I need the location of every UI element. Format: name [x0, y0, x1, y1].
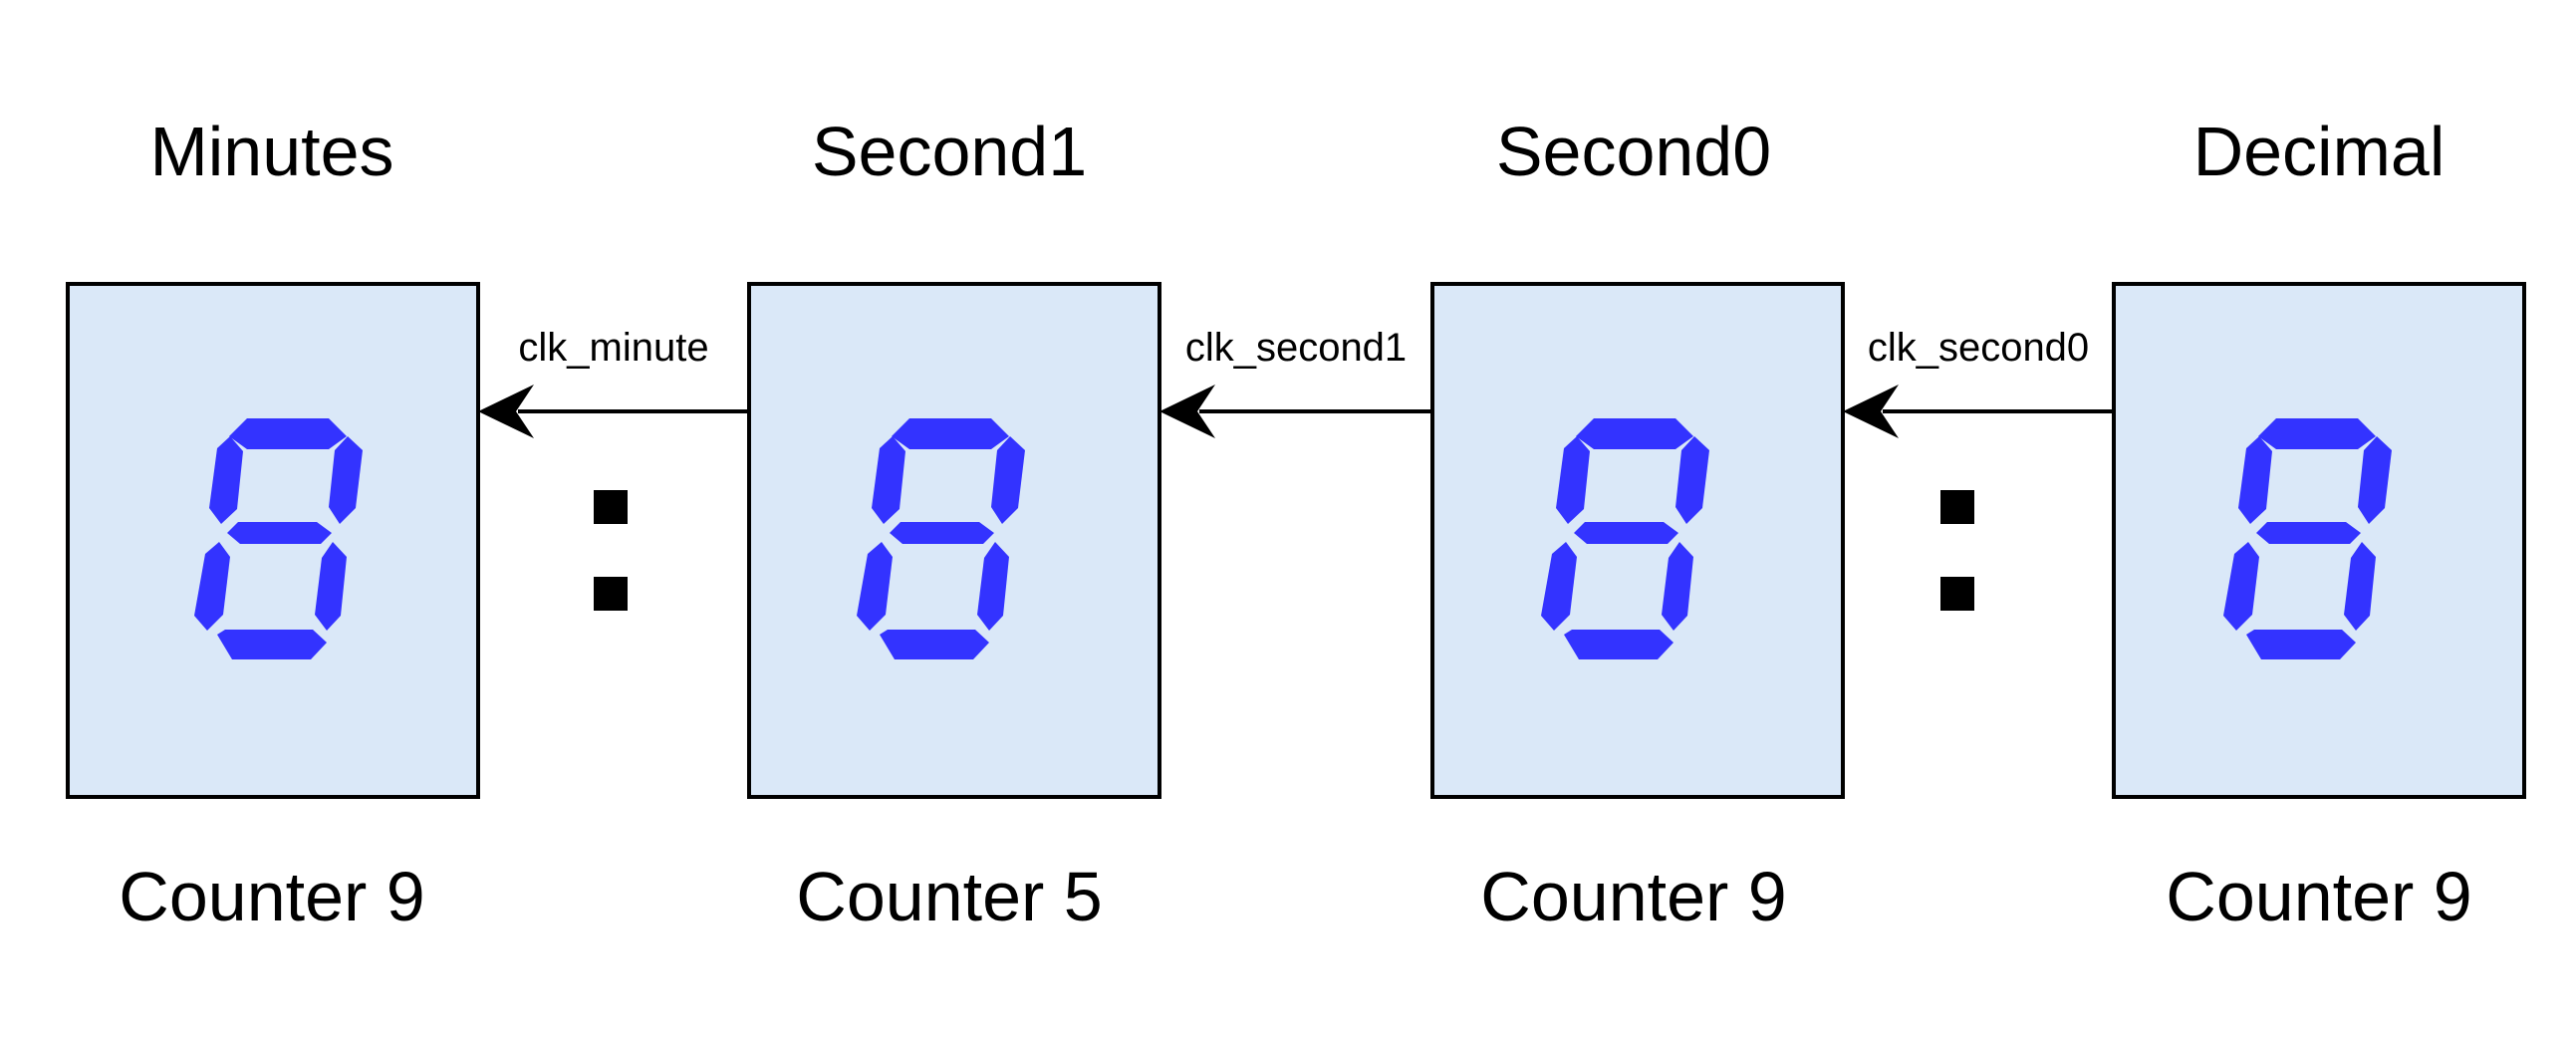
clock-signal-label: clk_second0 — [1868, 326, 2089, 370]
clock-signal-label: clk_second1 — [1185, 326, 1407, 370]
colon-separator-icon — [1940, 490, 1974, 611]
clock-signal-3: clk_second0 — [1843, 326, 2114, 438]
colon-separator-icon — [594, 490, 628, 611]
clock-signal-2: clk_second1 — [1159, 326, 1432, 438]
clock-signal-label: clk_minute — [518, 326, 708, 370]
display-3: Second0 Counter 9 — [1430, 113, 1845, 935]
display-4: Decimal Counter 9 — [2112, 113, 2526, 935]
clock-signal-1: clk_minute — [478, 326, 749, 438]
counter-label: Counter 9 — [119, 858, 424, 935]
display-title: Second1 — [812, 113, 1087, 190]
arrow-head-icon — [478, 385, 534, 438]
display-title: Decimal — [2193, 113, 2446, 190]
colon-dot — [594, 490, 628, 524]
colon-dot — [594, 577, 628, 611]
colon-dot — [1940, 577, 1974, 611]
colon-dot — [1940, 490, 1974, 524]
arrow-head-icon — [1159, 385, 1215, 438]
display-title: Second0 — [1496, 113, 1771, 190]
counter-label: Counter 5 — [796, 858, 1102, 935]
counter-label: Counter 9 — [1480, 858, 1786, 935]
arrow-head-icon — [1843, 385, 1899, 438]
counter-label: Counter 9 — [2166, 858, 2471, 935]
display-title: Minutes — [149, 113, 393, 190]
display-1: Minutes Counter 9 — [66, 113, 480, 935]
display-2: Second1 Counter 5 — [747, 113, 1161, 935]
